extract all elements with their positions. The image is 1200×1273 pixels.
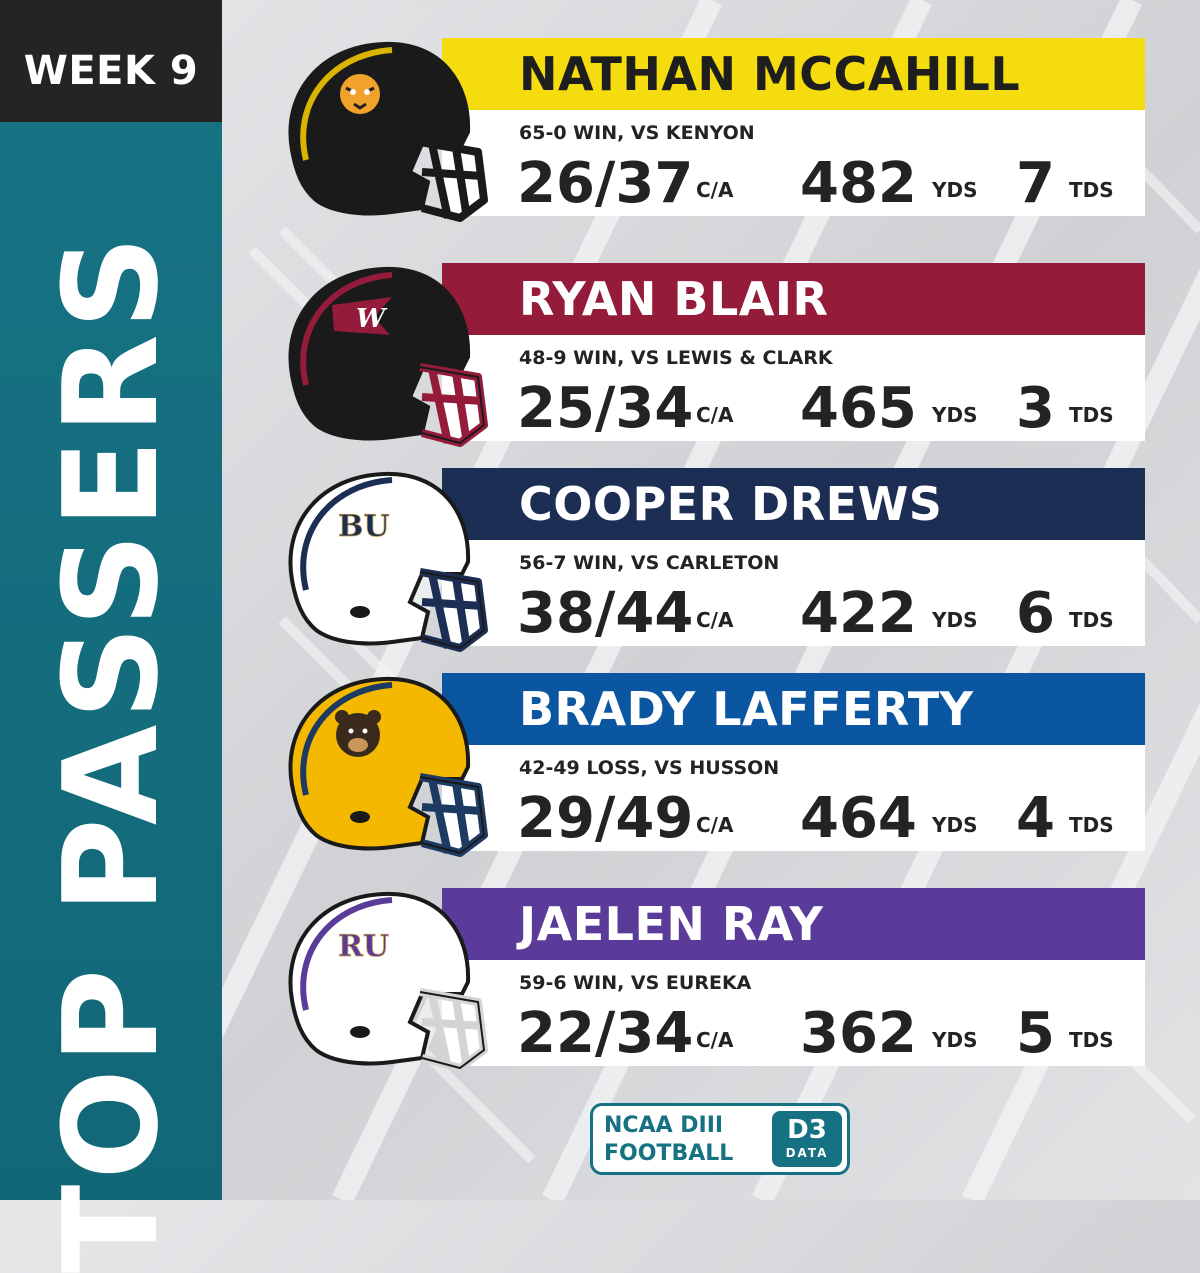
name-bar	[442, 888, 1145, 960]
passing-yards: 482	[800, 151, 917, 216]
passing-yards: 464	[800, 786, 917, 851]
svg-text:RU: RU	[338, 929, 389, 964]
helmet-icon: W	[288, 266, 488, 447]
game-result: 65-0 WIN, VS KENYON	[519, 122, 755, 144]
name-bar	[442, 468, 1145, 540]
game-result: 42-49 LOSS, VS HUSSON	[519, 757, 780, 779]
passer-card: BU COOPER DREWS 56-7 WIN, VS CARLETON 38/44…	[272, 468, 1145, 652]
ru-logo-icon: RU	[338, 929, 390, 965]
game-result: 59-6 WIN, VS EUREKA	[519, 972, 752, 994]
tds-unit: TDS	[1069, 403, 1114, 427]
ca-unit: C/A	[696, 403, 734, 427]
ca-unit: C/A	[696, 178, 734, 202]
badge-top: D3	[787, 1115, 827, 1145]
passing-yards: 465	[800, 376, 917, 441]
stats-panel	[442, 960, 1145, 1066]
game-result: 56-7 WIN, VS CARLETON	[519, 552, 780, 574]
passer-card: BRADY LAFFERTY 42-49 LOSS, VS HUSSON 29/49…	[272, 673, 1145, 857]
yds-unit: YDS	[932, 1028, 978, 1052]
ca-unit: C/A	[696, 1028, 734, 1052]
passing-yards: 422	[800, 581, 917, 646]
page-title: TOP PASSERS	[35, 230, 187, 1273]
helmet-icon: RU	[288, 891, 488, 1072]
touchdowns: 7	[1016, 151, 1055, 216]
brand-line-2: FOOTBALL	[604, 1141, 734, 1166]
ca-unit: C/A	[696, 813, 734, 837]
name-bar	[442, 38, 1145, 110]
yds-unit: YDS	[932, 403, 978, 427]
passer-card: RU JAELEN RAY 59-6 WIN, VS EUREKA 22/34 C/A 3…	[272, 888, 1145, 1072]
stats-panel	[442, 335, 1145, 441]
player-name: JAELEN RAY	[519, 897, 824, 951]
badge-bottom: DATA	[785, 1146, 829, 1160]
touchdowns: 3	[1016, 376, 1055, 441]
ca-unit: C/A	[696, 608, 734, 632]
helmet-icon	[288, 676, 488, 857]
name-bar	[442, 673, 1145, 745]
completions-attempts: 29/49	[517, 786, 694, 851]
stats-panel	[442, 110, 1145, 216]
player-name: RYAN BLAIR	[519, 272, 829, 326]
player-name: NATHAN MCCAHILL	[519, 47, 1021, 101]
stats-panel	[442, 745, 1145, 851]
name-bar	[442, 263, 1145, 335]
stats-panel	[442, 540, 1145, 646]
helmet-icon	[288, 41, 488, 222]
pennant-w-logo-icon: W	[332, 297, 392, 335]
yds-unit: YDS	[932, 813, 978, 837]
bear-logo-icon	[335, 710, 381, 757]
week-label: WEEK 9	[23, 48, 199, 94]
touchdowns: 6	[1016, 581, 1055, 646]
tds-unit: TDS	[1069, 178, 1114, 202]
passer-card: W RYAN BLAIR 48-9 WIN, VS LEWIS & CLARK 25/…	[272, 263, 1145, 447]
tiger-logo-icon	[340, 74, 380, 114]
game-result: 48-9 WIN, VS LEWIS & CLARK	[519, 347, 833, 369]
yds-unit: YDS	[932, 178, 978, 202]
bu-logo-icon: BU	[338, 509, 390, 545]
player-name: BRADY LAFFERTY	[519, 682, 974, 736]
svg-text:W: W	[356, 304, 388, 334]
completions-attempts: 22/34	[517, 1001, 694, 1066]
tds-unit: TDS	[1069, 1028, 1114, 1052]
player-name: COOPER DREWS	[519, 477, 943, 531]
svg-text:BU: BU	[338, 509, 390, 544]
completions-attempts: 26/37	[517, 151, 694, 216]
touchdowns: 5	[1016, 1001, 1055, 1066]
side-title-bar: TOP PASSERS	[0, 122, 222, 1273]
completions-attempts: 25/34	[517, 376, 694, 441]
helmet-icon: BU	[288, 471, 488, 652]
completions-attempts: 38/44	[517, 581, 694, 646]
week-label-box: WEEK 9	[0, 0, 222, 122]
passing-yards: 362	[800, 1001, 917, 1066]
tds-unit: TDS	[1069, 813, 1114, 837]
passer-card: NATHAN MCCAHILL 65-0 WIN, VS KENYON 26/37 C…	[272, 38, 1145, 222]
touchdowns: 4	[1016, 786, 1055, 851]
ncaa-diii-football-d3-data-logo: NCAA DIII FOOTBALL D3 DATA	[590, 1103, 850, 1175]
brand-line-1: NCAA DIII	[604, 1113, 724, 1138]
d3-data-badge: D3 DATA	[772, 1111, 842, 1167]
tds-unit: TDS	[1069, 608, 1114, 632]
yds-unit: YDS	[932, 608, 978, 632]
